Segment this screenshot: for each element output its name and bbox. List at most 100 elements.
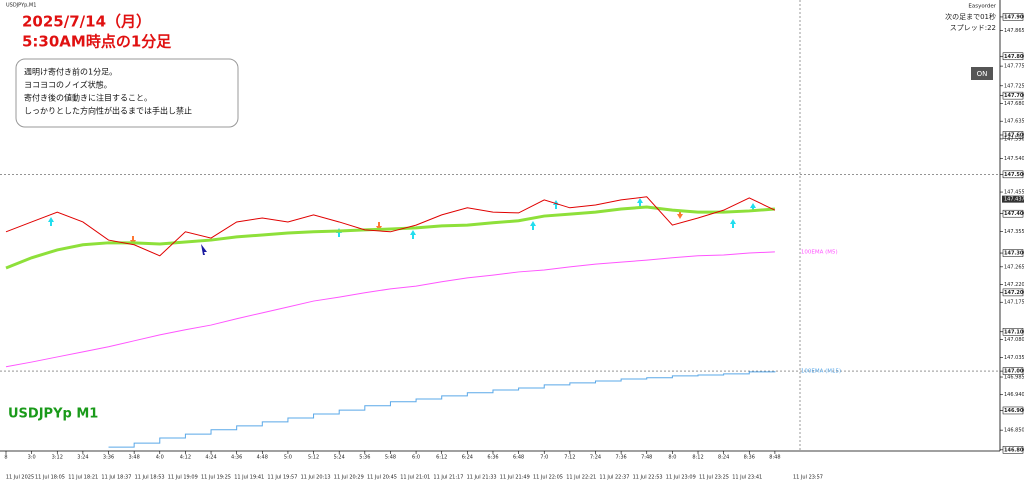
date-label: 11 Jul 21:33 (467, 475, 497, 481)
x-tick-label: 7:12 (564, 455, 575, 461)
series-line (108, 371, 776, 448)
x-tick-label: 6:24 (462, 455, 473, 461)
date-label: 11 Jul 22:53 (633, 475, 663, 481)
x-tick-label: 5:0 (284, 455, 292, 461)
x-tick-label: 5:36 (359, 455, 370, 461)
y-tick-box (1002, 91, 1024, 100)
y-tick-label: 147.600 (1004, 132, 1024, 138)
note-line: しっかりとした方向性が出るまでは手出し禁止 (24, 106, 192, 116)
date-label: 11 Jul 21:49 (500, 475, 530, 481)
date-label: 11 Jul 23:57 (793, 475, 823, 481)
x-tick-label: 3:24 (77, 455, 88, 461)
y-tick-label: 147.175 (1004, 300, 1024, 306)
y-tick-box (1002, 209, 1024, 218)
date-label: 11 Jul 23:09 (666, 475, 696, 481)
date-label: 11 Jul 22:05 (533, 475, 563, 481)
x-tick-label: 4:0 (156, 455, 164, 461)
x-tick-label: 4:24 (205, 455, 216, 461)
y-tick-box (1002, 446, 1024, 454)
date-label: 11 Jul 18:37 (101, 475, 131, 481)
x-tick-label: 8:36 (744, 455, 755, 461)
y-tick-box (1002, 249, 1024, 257)
y-tick-box (1002, 328, 1024, 336)
series-label: 100EMA (M5) (801, 249, 838, 255)
panel-spread: スプレッド:22 (950, 24, 996, 32)
x-tick-label: 3:36 (103, 455, 114, 461)
series-label: 100EMA (M15) (801, 369, 841, 375)
date-label: 11 Jul 20:29 (334, 475, 364, 481)
series-line (5, 205, 776, 270)
series-line (5, 251, 775, 368)
date-label: 11 Jul 19:25 (201, 475, 231, 481)
x-tick-label: 8 (4, 455, 7, 461)
y-tick-label: 147.000 (1004, 369, 1024, 375)
y-tick-label: 147.680 (1004, 101, 1024, 107)
y-tick-label: 147.035 (1004, 355, 1024, 361)
date-label: 11 Jul 22:21 (566, 475, 596, 481)
date-label: 11 Jul 18:53 (135, 475, 165, 481)
x-tick-label: 8:0 (668, 455, 676, 461)
y-tick-label: 147.590 (1004, 136, 1024, 142)
date-label: 11 Jul 2025 (6, 475, 34, 481)
x-tick-label: 5:48 (385, 455, 396, 461)
y-tick-label: 147.500 (1004, 172, 1024, 178)
y-tick-label: 147.400 (1004, 211, 1024, 217)
watermark: USDJPYp M1 (8, 407, 98, 422)
x-tick-label: 7:24 (590, 455, 601, 461)
date-label: 11 Jul 20:45 (367, 475, 397, 481)
y-tick-box (1002, 406, 1024, 415)
x-tick-label: 6:0 (412, 455, 420, 461)
y-tick-label: 147.865 (1004, 28, 1024, 34)
x-tick-label: 7:0 (540, 455, 548, 461)
x-tick-label: 6:36 (487, 455, 498, 461)
y-tick-label: 146.985 (1004, 375, 1024, 381)
note-line: 寄付き後の値動きに注目すること。 (24, 93, 152, 103)
y-tick-box (1002, 131, 1024, 139)
panel-countdown: 次の足まで01秒 (945, 12, 996, 21)
y-tick-label: 147.775 (1004, 64, 1024, 70)
x-tick-label: 3:0 (28, 455, 36, 461)
date-label: 11 Jul 18:21 (68, 475, 98, 481)
x-tick-label: 6:48 (513, 455, 524, 461)
x-tick-label: 7:48 (641, 455, 652, 461)
x-tick-label: 3:48 (129, 455, 140, 461)
date-label: 11 Jul 21:01 (400, 475, 430, 481)
signal-arrows (48, 198, 756, 255)
y-tick-label: 147.080 (1004, 337, 1024, 343)
x-tick-label: 4:36 (231, 455, 242, 461)
y-tick-label: 147.220 (1004, 282, 1024, 288)
x-tick-label: 8:12 (692, 455, 703, 461)
x-tick-label: 5:24 (334, 455, 345, 461)
y-tick-label: 147.200 (1004, 290, 1024, 296)
y-tick-label: 147.100 (1004, 329, 1024, 335)
date-label: 11 Jul 22:37 (599, 475, 629, 481)
y-tick-label: 147.900 (1004, 14, 1024, 20)
y-tick-label: 147.800 (1004, 54, 1024, 60)
y-tick-box (1002, 170, 1024, 179)
y-tick-box (1002, 52, 1024, 61)
x-tick-label: 7:36 (616, 455, 627, 461)
y-tick-label: 146.850 (1004, 428, 1024, 434)
y-tick-label: 146.940 (1004, 392, 1024, 398)
x-tick-label: 3:12 (52, 455, 63, 461)
x-tick-label: 4:12 (180, 455, 191, 461)
on-button-label[interactable]: ON (977, 70, 988, 78)
current-price-label: 147.437 (1004, 197, 1024, 203)
y-tick-label: 147.300 (1004, 251, 1024, 257)
current-price-box (1002, 195, 1024, 203)
x-tick-label: 6:12 (436, 455, 447, 461)
date-label: 11 Jul 23:25 (699, 475, 729, 481)
y-tick-label: 147.700 (1004, 93, 1024, 99)
y-tick-label: 147.355 (1004, 229, 1024, 235)
date-label: 11 Jul 19:41 (234, 475, 264, 481)
series-line (5, 196, 776, 257)
y-tick-box (1002, 367, 1024, 375)
y-tick-box (1002, 288, 1024, 297)
symbol-header: USDJPYp,M1 (6, 3, 36, 9)
note-box (15, 58, 239, 128)
date-label: 11 Jul 19:57 (267, 475, 297, 481)
y-tick-label: 147.725 (1004, 83, 1024, 89)
date-label: 11 Jul 19:09 (168, 475, 198, 481)
on-button[interactable] (971, 67, 993, 80)
